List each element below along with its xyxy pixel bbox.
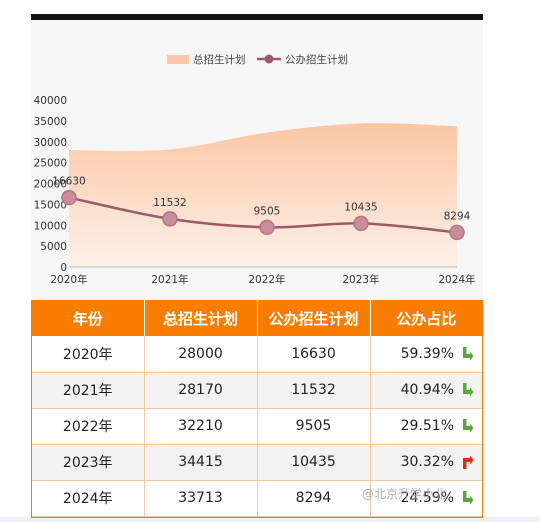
table-row: 2022年 32210 9505 29.51%	[32, 408, 482, 445]
table-row: 2021年 28170 11532 40.94%	[32, 372, 482, 409]
y-tick-label: 5000	[40, 241, 67, 253]
cell-year: 2021年	[32, 372, 145, 409]
x-axis: 2020年 2021年 2022年 2023年 2024年	[50, 266, 476, 286]
cell-ratio: 24.59%	[370, 480, 482, 517]
y-tick-label: 15000	[34, 199, 67, 211]
x-tick-label: 2023年	[342, 273, 379, 286]
cell-year: 2023年	[32, 444, 145, 481]
cell-total: 32210	[144, 408, 258, 445]
cell-total: 33713	[144, 480, 258, 517]
watermark: @北京升学小北	[362, 487, 447, 501]
y-tick-label: 40000	[34, 95, 67, 107]
data-label: 10435	[344, 201, 377, 213]
legend-area-swatch	[167, 55, 189, 64]
ratio-value: 24.59%	[400, 490, 454, 506]
line-point	[259, 219, 275, 236]
cell-total: 28000	[144, 336, 258, 373]
cell-ratio: 30.32%	[370, 444, 482, 481]
trend-down-icon	[463, 419, 474, 433]
cell-total: 34415	[144, 444, 258, 481]
x-tick-label: 2024年	[438, 273, 475, 286]
table-row: 2023年 34415 10435 30.32%	[32, 444, 482, 481]
legend-area-label: 总招生计划	[193, 53, 246, 66]
table-row: 2024年 33713 8294 24.59%	[32, 480, 482, 517]
ratio-value: 30.32%	[400, 454, 454, 470]
cell-public: 10435	[257, 444, 371, 481]
cell-ratio: 29.51%	[370, 408, 482, 445]
cell-public: 9505	[257, 408, 371, 445]
cell-public: 8294	[257, 480, 371, 517]
line-point	[61, 189, 77, 206]
ratio-value: 29.51%	[400, 418, 454, 434]
area-series	[69, 123, 457, 267]
y-tick-label: 10000	[34, 220, 67, 232]
y-tick-label: 0	[60, 262, 67, 274]
cell-public: 16630	[257, 336, 371, 373]
y-tick-label: 20000	[34, 179, 67, 191]
legend-line-label: 公办招生计划	[285, 53, 348, 66]
table-header-row: 年份 总招生计划 公办招生计划 公办占比	[32, 300, 482, 336]
y-tick-label: 35000	[34, 116, 67, 128]
data-label: 11532	[153, 197, 186, 209]
cell-ratio: 40.94%	[370, 372, 482, 409]
data-card: 总招生计划 公办招生计划 40000 35000 30000 25000 20000 150…	[31, 14, 483, 518]
header-public: 公办招生计划	[257, 300, 371, 336]
cell-public: 11532	[257, 372, 371, 409]
data-label: 16630	[52, 176, 85, 188]
header-total: 总招生计划	[144, 300, 258, 336]
card-top-bar	[31, 14, 483, 20]
line-point	[449, 224, 465, 241]
admission-chart: 总招生计划 公办招生计划 40000 35000 30000 25000 20000 150…	[34, 53, 476, 286]
table-row: 2020年 28000 16630 59.39%	[32, 336, 482, 373]
trend-down-icon	[463, 383, 474, 397]
y-tick-label: 25000	[34, 158, 67, 170]
cell-total: 28170	[144, 372, 258, 409]
page-bottom-strip	[0, 517, 540, 522]
cell-year: 2024年	[32, 480, 145, 517]
x-tick-label: 2020年	[50, 273, 87, 286]
chart-legend: 总招生计划 公办招生计划	[167, 53, 348, 66]
data-labels: 16630 11532 9505 10435 8294	[52, 176, 470, 223]
x-tick-label: 2021年	[151, 273, 188, 286]
trend-down-icon	[463, 346, 474, 361]
line-point	[162, 211, 178, 227]
line-series	[61, 189, 465, 241]
ratio-value: 40.94%	[400, 382, 454, 398]
header-year: 年份	[32, 300, 145, 336]
y-tick-label: 30000	[34, 137, 67, 149]
cell-year: 2020年	[32, 336, 145, 373]
chart-area: 总招生计划 公办招生计划 40000 35000 30000 25000 20000 150…	[31, 20, 483, 306]
legend-line-marker	[264, 54, 274, 64]
cell-ratio: 59.39%	[370, 336, 482, 373]
x-tick-label: 2022年	[248, 273, 285, 286]
data-label: 8294	[444, 210, 471, 222]
header-ratio: 公办占比	[370, 300, 482, 336]
area-fill	[69, 123, 457, 267]
cell-year: 2022年	[32, 408, 145, 445]
data-table: 年份 总招生计划 公办招生计划 公办占比 2020年 28000 16630 5…	[32, 300, 482, 517]
data-table-wrap: 年份 总招生计划 公办招生计划 公办占比 2020年 28000 16630 5…	[31, 300, 483, 518]
trend-down-icon	[463, 491, 474, 505]
ratio-value: 59.39%	[400, 345, 454, 362]
trend-up-icon	[463, 455, 474, 469]
y-axis: 40000 35000 30000 25000 20000 15000 10000 5000 0	[34, 95, 67, 274]
data-label: 9505	[254, 205, 281, 217]
line-point	[353, 215, 369, 232]
